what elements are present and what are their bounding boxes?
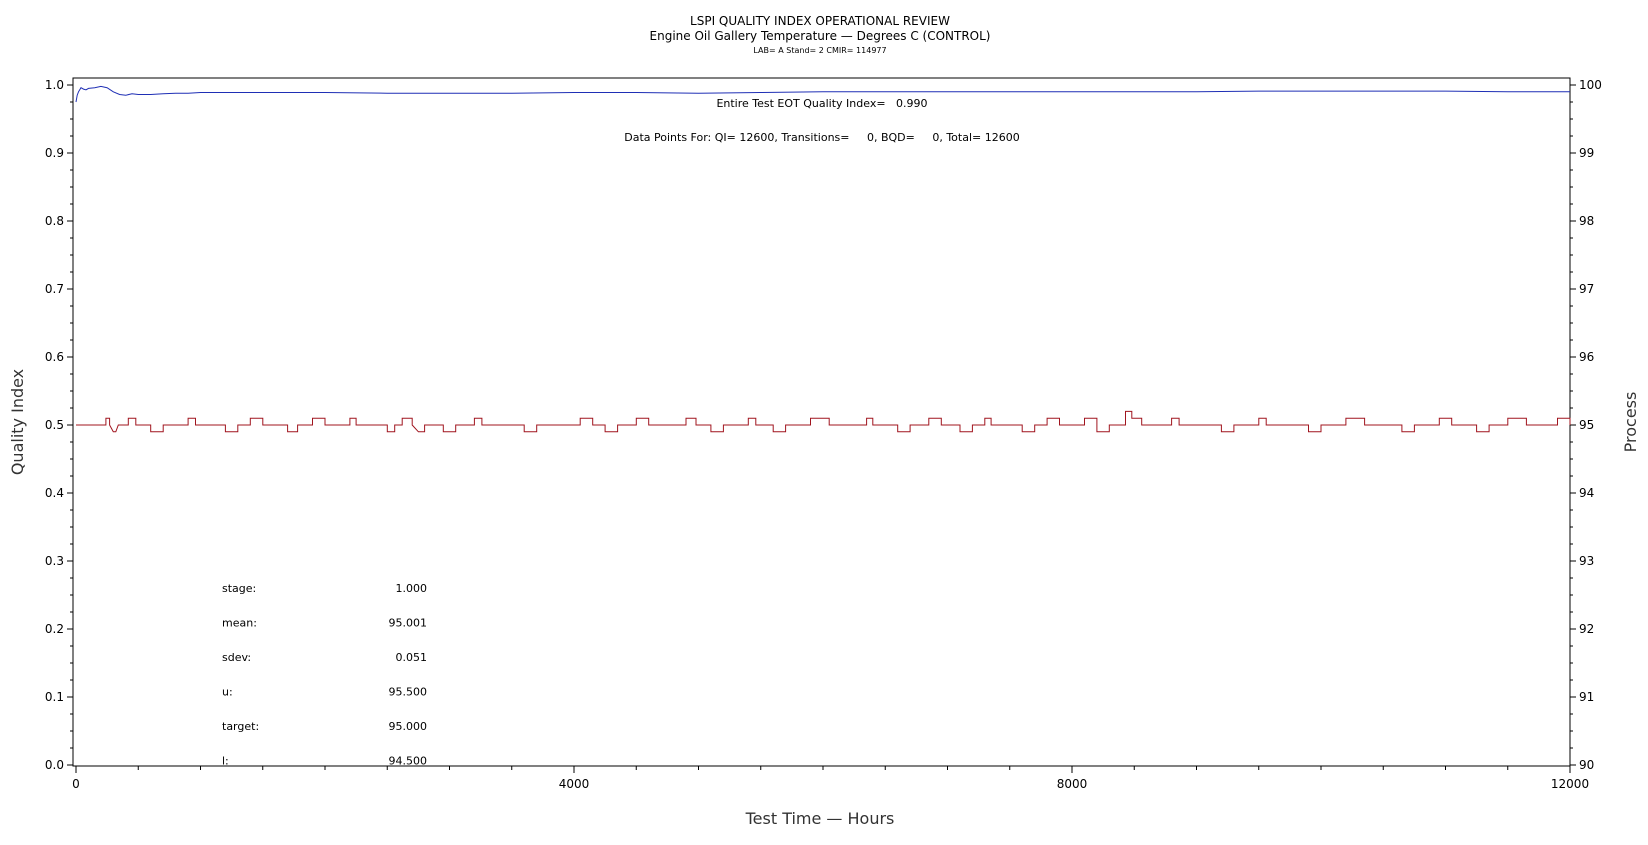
y-tick-label: 0.0: [45, 758, 64, 772]
y2-tick-label: 96: [1579, 350, 1594, 364]
stat-value: 94.500: [389, 755, 428, 768]
quality-index-annotation: Entire Test EOT Quality Index= 0.990: [716, 97, 927, 110]
y-tick-label: 0.9: [45, 146, 64, 160]
stat-label: l:: [222, 755, 229, 768]
y-axis-label: Quality Index: [8, 369, 27, 475]
chart-title: LSPI QUALITY INDEX OPERATIONAL REVIEW: [690, 14, 950, 28]
y-tick-label: 1.0: [45, 78, 64, 92]
chart-subtitle: Engine Oil Gallery Temperature — Degrees…: [650, 29, 991, 43]
y2-tick-label: 90: [1579, 758, 1594, 772]
y-tick-label: 0.7: [45, 282, 64, 296]
y2-tick-label: 95: [1579, 418, 1594, 432]
y-axis-left: 0.0 0.1 0.2 0.3 0.4 0.5 0.6 0.7 0.8 0.9 1.0: [45, 78, 73, 772]
x-tick-label: 8000: [1057, 777, 1088, 791]
stat-label: stage:: [222, 582, 256, 595]
series-layer: [75, 85, 1571, 433]
process-series-line: [76, 410, 1571, 433]
stat-label: u:: [222, 686, 233, 699]
y2-tick-label: 98: [1579, 214, 1594, 228]
stat-label: mean:: [222, 617, 257, 630]
x-tick-label: 0: [72, 777, 80, 791]
data-points-annotation: Data Points For: QI= 12600, Transitions=…: [624, 131, 1019, 144]
stat-value: 95.000: [389, 720, 428, 733]
y2-tick-label: 92: [1579, 622, 1594, 636]
y-tick-label: 0.5: [45, 418, 64, 432]
stat-value: 1.000: [396, 582, 428, 595]
y2-axis-label: Process: [1621, 392, 1640, 453]
stat-value: 95.500: [389, 686, 428, 699]
stats-block: stage: 1.000 mean: 95.001 sdev: 0.051 u: 95.500…: [222, 582, 427, 768]
y2-tick-label: 100: [1579, 78, 1602, 92]
stat-label: sdev:: [222, 651, 251, 664]
x-tick-label: 12000: [1551, 777, 1589, 791]
y2-tick-label: 93: [1579, 554, 1594, 568]
y-tick-label: 0.8: [45, 214, 64, 228]
y-tick-label: 0.3: [45, 554, 64, 568]
x-axis-label: Test Time — Hours: [745, 809, 895, 828]
y2-tick-label: 94: [1579, 486, 1594, 500]
stat-label: target:: [222, 720, 259, 733]
x-tick-label: 4000: [559, 777, 590, 791]
y-axis-right: 90 91 92 93 94 95 96 97 98 99 100: [1570, 78, 1602, 772]
y2-tick-label: 91: [1579, 690, 1594, 704]
y2-tick-label: 99: [1579, 146, 1594, 160]
chart-subtitle-lab-info: LAB= A Stand= 2 CMIR= 114977: [753, 46, 886, 55]
x-axis: 0 4000 8000 12000: [72, 766, 1589, 791]
y-tick-label: 0.6: [45, 350, 64, 364]
y2-tick-label: 97: [1579, 282, 1594, 296]
y-tick-label: 0.2: [45, 622, 64, 636]
y-tick-label: 0.4: [45, 486, 64, 500]
stat-value: 0.051: [396, 651, 428, 664]
quality-index-series-line: [75, 85, 1570, 103]
stat-value: 95.001: [389, 617, 428, 630]
y-tick-label: 0.1: [45, 690, 64, 704]
